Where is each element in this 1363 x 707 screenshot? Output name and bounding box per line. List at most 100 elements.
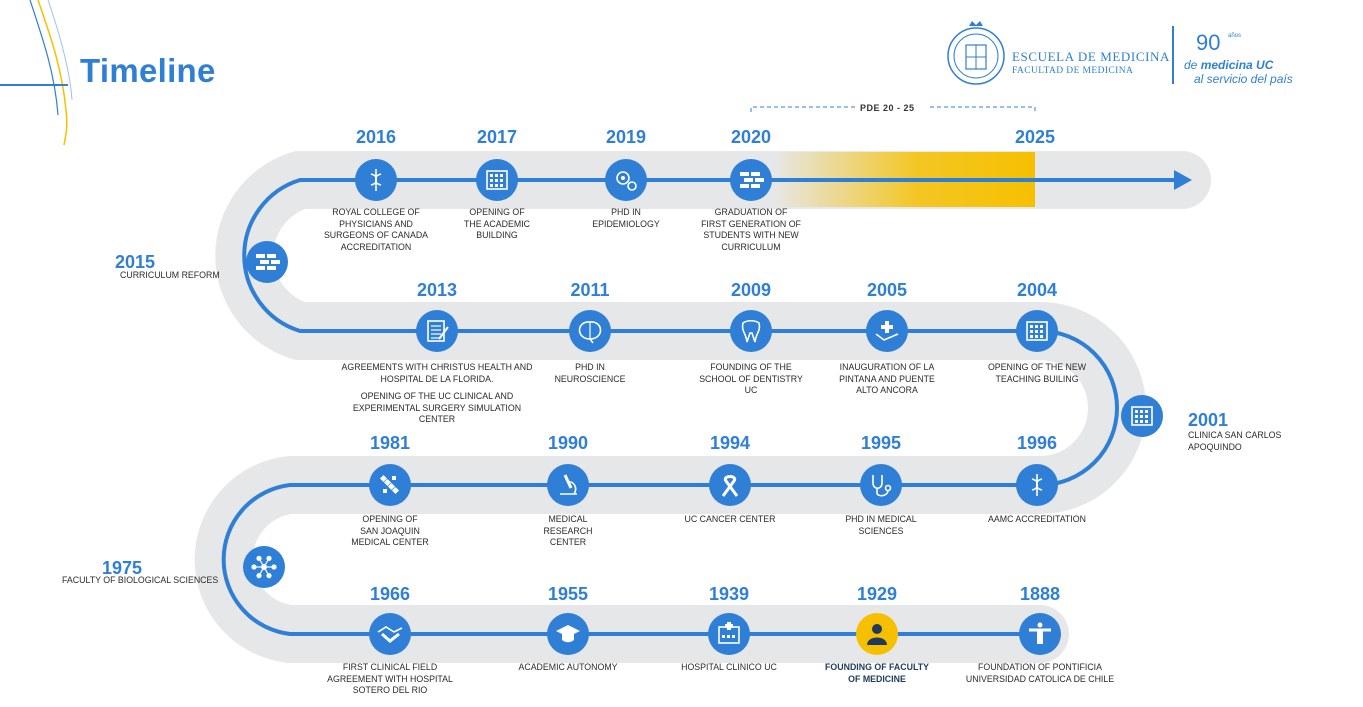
- year-label-2020: 2020: [730, 127, 772, 147]
- timeline-node-1981: [369, 464, 411, 506]
- year-label-2016: 2016: [355, 127, 397, 147]
- caduceus-icon: [370, 169, 382, 191]
- description-line: TEACHING BUILING: [995, 373, 1079, 384]
- anniversary-brand: de medicina UC: [1184, 58, 1293, 72]
- stethoscope-icon: [872, 475, 892, 497]
- timeline-node-1994: [709, 464, 751, 506]
- timeline-node-2001: [1121, 395, 1163, 437]
- anniversary-suffix: años: [1228, 33, 1242, 39]
- description-line: ALTO ANCORA: [856, 385, 918, 395]
- description-line: BUILDING: [476, 230, 518, 240]
- description-line: GRADUATION OF: [714, 207, 788, 217]
- virus-gear-icon: [616, 171, 637, 191]
- event-description-2020: GRADUATION OF FIRST GENERATION OF STUDENTS…: [651, 207, 851, 253]
- year-label-1996: 1996: [1016, 433, 1058, 453]
- arrow-head-icon: [1174, 170, 1192, 190]
- logo-divider: [1172, 26, 1174, 84]
- year-label-1929: 1929: [856, 584, 898, 604]
- description-line: ACCREDITATION: [340, 241, 412, 252]
- description-line: PHYSICIANS AND: [339, 218, 413, 229]
- timeline-node-2019: [605, 159, 647, 201]
- ribbon-icon: [721, 475, 739, 497]
- description-line: UNIVERSIDAD CATOLICA DE CHILE: [965, 673, 1115, 684]
- event-description-1966: FIRST CLINICAL FIELD AGREEMENT WITH HOSPI…: [290, 662, 490, 697]
- description-line: CLINICA SAN CARLOS: [1188, 430, 1282, 440]
- timeline-node-2016: [355, 159, 397, 201]
- event-description-1996: AAMC ACCREDITATION: [937, 514, 1137, 526]
- timeline-node-1929: [856, 613, 898, 655]
- description-line: OPENING OF THE UC CLINICAL AND: [360, 391, 514, 401]
- description-line: CENTER: [549, 537, 587, 547]
- page-title: Timeline: [80, 52, 216, 89]
- year-label-1955: 1955: [547, 584, 589, 604]
- anniversary-number: 90: [1196, 30, 1221, 55]
- timeline-node-1996: [1016, 464, 1058, 506]
- anniversary-tagline: al servicio del país: [1194, 72, 1293, 86]
- timeline-node-2005: [866, 310, 908, 352]
- year-label-2004: 2004: [1016, 280, 1058, 300]
- description-line: THE ACADEMIC: [464, 218, 530, 229]
- description-line: FIRST CLINICAL FIELD: [342, 662, 438, 672]
- anniversary-brand-name: medicina UC: [1200, 58, 1274, 72]
- year-label-2005: 2005: [866, 280, 908, 300]
- description-line: FIRST GENERATION OF: [701, 218, 801, 229]
- university-seal-icon: [947, 21, 1005, 85]
- event-description-2005: INAUGURATION OF LA PINTANA AND PUENTE ALTO…: [787, 362, 987, 397]
- year-label-2019: 2019: [605, 127, 647, 147]
- year-label-2001: 2001: [1188, 410, 1229, 430]
- clipboard-icon: [427, 320, 449, 342]
- handshake-icon: [377, 626, 403, 643]
- event-description-1975: FACULTY OF BIOLOGICAL SCIENCES: [62, 575, 218, 587]
- event-description-1981: OPENING OF SAN JOAQUIN MEDICAL CENTER: [290, 514, 490, 549]
- description-line: SOTERO DEL RIO: [352, 685, 428, 695]
- description-line: MEDICAL CENTER: [351, 537, 429, 547]
- description-line: OPENING OF: [362, 514, 418, 524]
- description-line: FOUNDATION OF PONTIFICIA: [978, 662, 1102, 672]
- event-description-1939: HOSPITAL CLINICO UC: [629, 662, 829, 674]
- event-description-2015: CURRICULUM REFORM: [120, 270, 220, 282]
- description-line: AAMC ACCREDITATION: [988, 514, 1086, 524]
- school-logo-text: ESCUELA DE MEDICINA FACULTAD DE MEDICINA: [1012, 49, 1170, 76]
- hospital-icon: [718, 622, 740, 644]
- description-line: ROYAL COLLEGE OF: [332, 207, 420, 217]
- year-label-2017: 2017: [476, 127, 518, 147]
- bricks-icon: [256, 254, 280, 270]
- description-line: CURRICULUM REFORM: [120, 270, 220, 280]
- care-hand-icon: [875, 321, 899, 341]
- timeline-node-2013: [416, 310, 458, 352]
- description-line: EXPERIMENTAL SURGERY SIMULATION: [352, 402, 522, 413]
- event-description-1929: FOUNDING OF FACULTY OF MEDICINE: [777, 662, 977, 685]
- description-line: UC CANCER CENTER: [684, 514, 776, 524]
- event-description-1994: UC CANCER CENTER: [630, 514, 830, 526]
- event-description-2017: OPENING OF THE ACADEMIC BUILDING: [397, 207, 597, 242]
- description-line: AGREEMENT WITH HOSPITAL: [327, 673, 453, 684]
- description-line: HOSPITAL CLINICO UC: [681, 662, 777, 672]
- event-description-1995: PHD IN MEDICAL SCIENCES: [781, 514, 981, 537]
- year-label-1975: 1975: [102, 558, 143, 578]
- node-circle: [730, 310, 772, 352]
- graduation-cap-icon: [556, 625, 580, 643]
- tooth-icon: [741, 319, 761, 343]
- year-label-2011: 2011: [570, 280, 610, 300]
- anniversary-prefix: de: [1184, 58, 1198, 72]
- description-line: FOUNDING OF THE: [710, 362, 792, 372]
- event-description-1888: FOUNDATION OF PONTIFICIA UNIVERSIDAD CATO…: [940, 662, 1140, 685]
- description-line: SURGEONS OF CANADA: [323, 230, 429, 240]
- timeline-node-1955: [547, 613, 589, 655]
- timeline-node-2015: [246, 241, 288, 283]
- year-label-1939: 1939: [708, 584, 750, 604]
- node-circle: [605, 159, 647, 201]
- hospital-window-icon: [1131, 406, 1153, 426]
- description-line: AGREEMENTS WITH CHRISTUS HEALTH AND: [341, 362, 533, 372]
- rod-of-asclepius-icon: [1031, 474, 1043, 496]
- description-line: PINTANA AND PUENTE: [839, 373, 935, 384]
- anniversary-logo: 90 años de medicina UC al servicio del p…: [1184, 30, 1293, 86]
- pde-bracket: [750, 106, 1036, 112]
- timeline-node-2011: [569, 310, 611, 352]
- event-description-2016: ROYAL COLLEGE OF PHYSICIANS AND SURGEONS O…: [276, 207, 476, 253]
- building-icon: [486, 170, 508, 190]
- event-description-2019: PHD IN EPIDEMIOLOGY: [526, 207, 726, 230]
- year-label-1994: 1994: [709, 433, 751, 453]
